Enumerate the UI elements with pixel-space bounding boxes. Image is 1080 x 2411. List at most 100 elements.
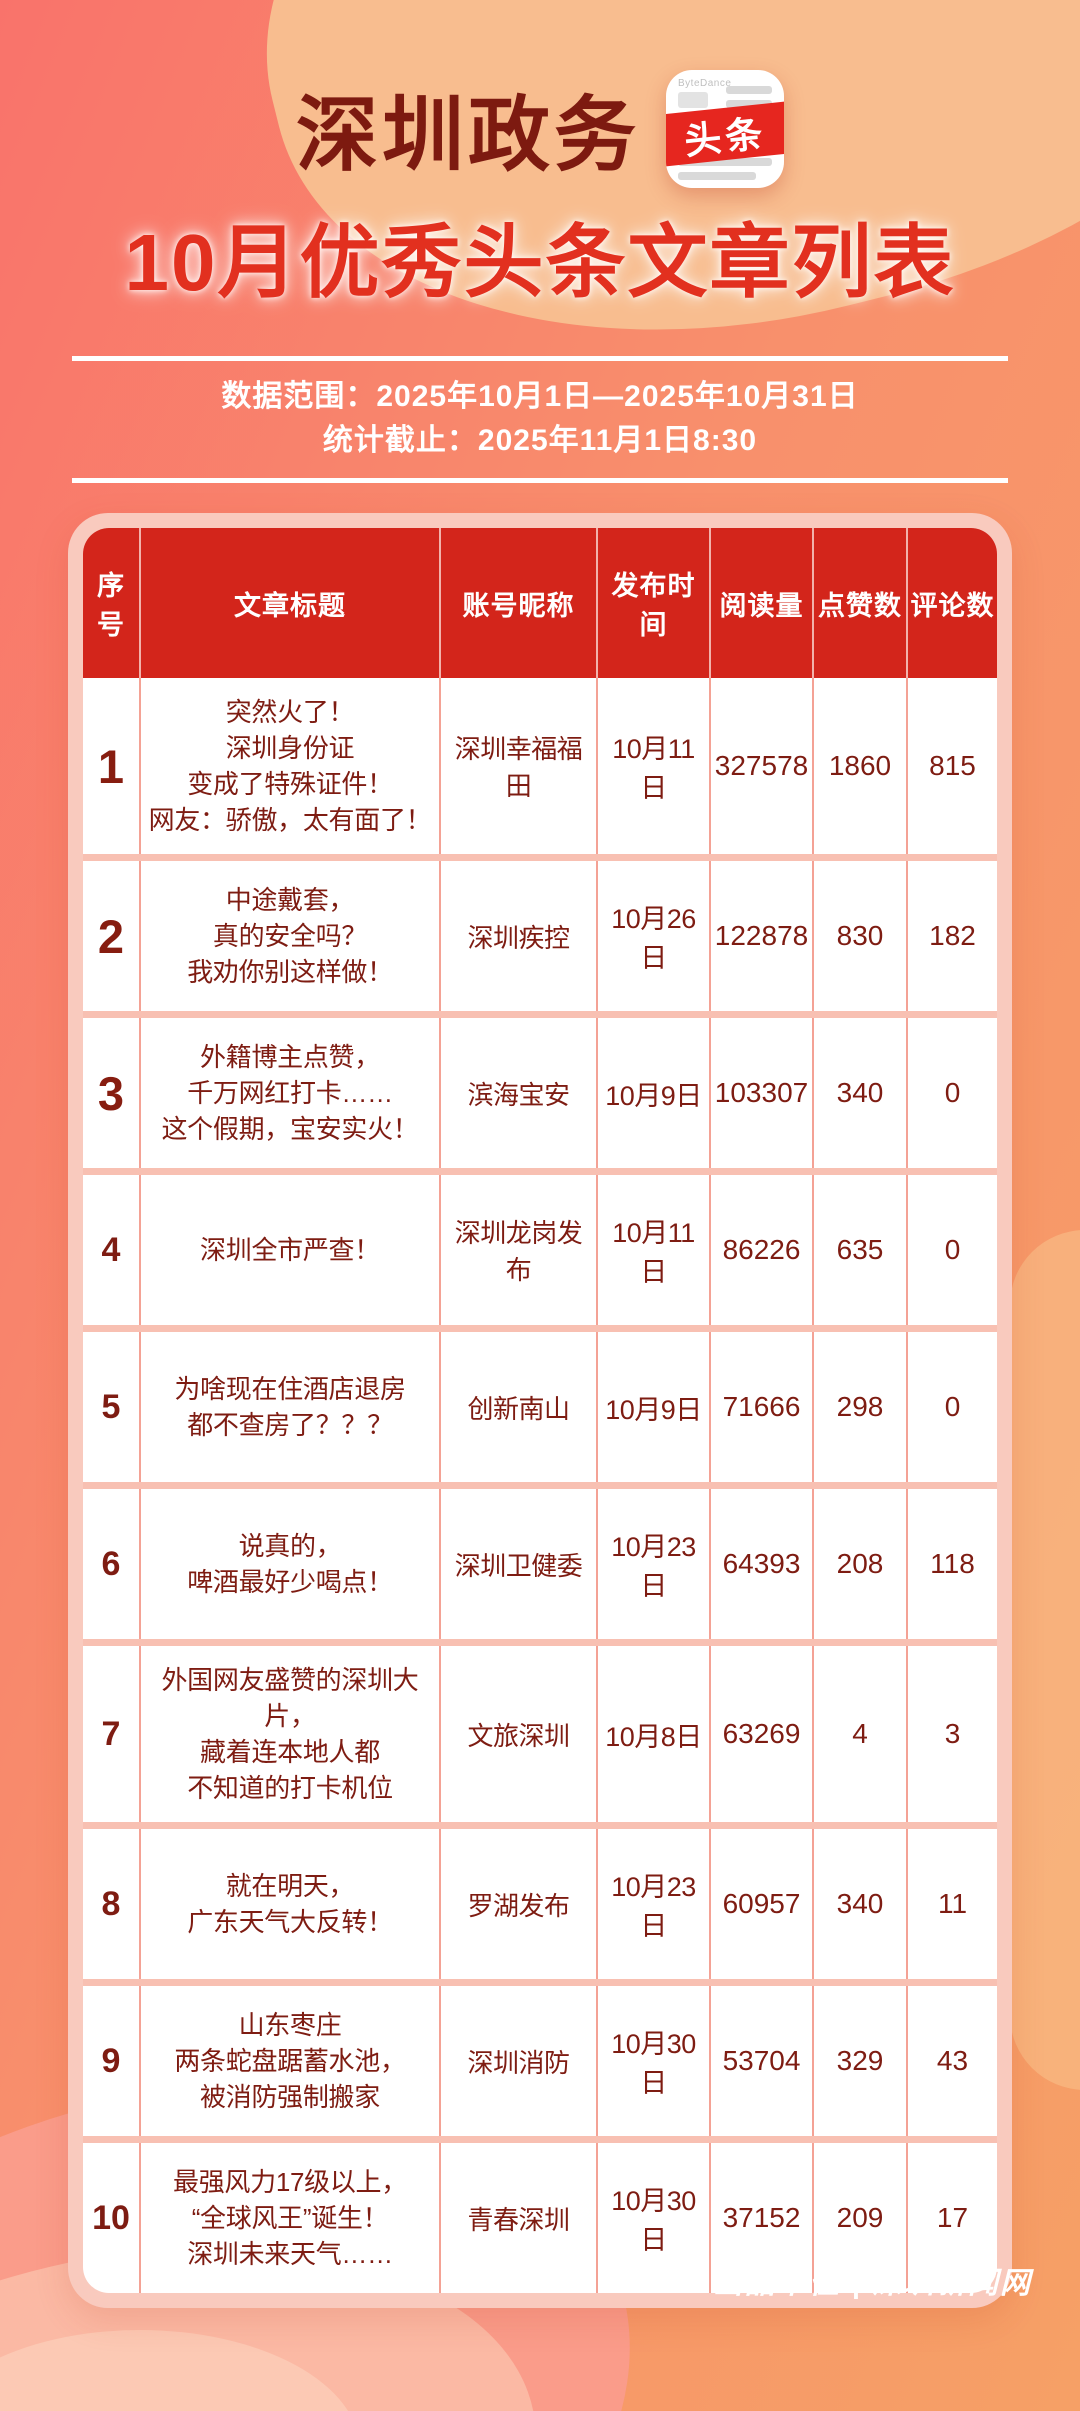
comments-cell: 11 [906, 1829, 997, 1979]
likes-cell: 340 [812, 1018, 906, 1168]
date-cell: 10月8日 [596, 1646, 709, 1822]
account-cell: 深圳卫健委 [439, 1489, 596, 1639]
column-header-date: 发布时间 [596, 528, 709, 678]
reads-cell: 53704 [709, 1986, 812, 2136]
article-title-cell: 说真的， 啤酒最好少喝点！ [139, 1489, 439, 1639]
comments-cell: 182 [906, 861, 997, 1011]
rank-cell: 8 [101, 1884, 121, 1923]
account-cell: 文旅深圳 [439, 1646, 596, 1822]
article-title-cell: 就在明天， 广东天气大反转！ [139, 1829, 439, 1979]
account-cell: 罗湖发布 [439, 1829, 596, 1979]
date-cell: 10月11日 [596, 1175, 709, 1325]
article-title-line: 广东天气大反转！ [187, 1907, 393, 1937]
rank-cell: 3 [97, 1066, 125, 1120]
article-title-line: 变成了特殊证件！ [187, 769, 393, 799]
date-cell: 10月30日 [596, 1986, 709, 2136]
table-row: 5 为啥现在住酒店退房 都不查房了？？？ 创新南山 10月9日 71666 298 0 [83, 1325, 997, 1482]
likes-cell: 298 [812, 1332, 906, 1482]
table-row: 4 深圳全市严查！ 深圳龙岗发布 10月11日 86226 635 0 [83, 1168, 997, 1325]
reads-cell: 103307 [709, 1018, 812, 1168]
rank-cell: 1 [97, 739, 125, 793]
date-cell: 10月30日 [596, 2143, 709, 2293]
comments-cell: 118 [906, 1489, 997, 1639]
comments-cell: 0 [906, 1175, 997, 1325]
article-title-line: 都不查房了？？？ [187, 1410, 393, 1440]
date-cell: 10月9日 [596, 1018, 709, 1168]
article-title-cell: 为啥现在住酒店退房 都不查房了？？？ [139, 1332, 439, 1482]
account-cell: 创新南山 [439, 1332, 596, 1482]
article-title-cell: 最强风力17级以上， “全球风王”诞生！ 深圳未来天气…… [139, 2143, 439, 2293]
likes-cell: 340 [812, 1829, 906, 1979]
article-title-line: 就在明天， [225, 1871, 355, 1901]
table-header-row: 序号 文章标题 账号昵称 发布时间 阅读量 点赞数 评论数 [83, 528, 997, 678]
meta-data-range: 数据范围：2025年10月1日—2025年10月31日 [221, 380, 859, 413]
article-title-line: 外国网友盛赞的深圳大片， [161, 1665, 419, 1731]
rank-cell: 5 [101, 1387, 121, 1426]
table-row: 1 突然火了！ 深圳身份证 变成了特殊证件！ 网友：骄傲，太有面了！ 深圳幸福福田 10月1… [83, 678, 997, 854]
article-title-cell: 深圳全市严查！ [139, 1175, 439, 1325]
page-title: 10月优秀头条文章列表 [124, 218, 956, 307]
comments-cell: 3 [906, 1646, 997, 1822]
article-title-line: 说真的， [238, 1531, 342, 1561]
date-cell: 10月23日 [596, 1489, 709, 1639]
table-row: 7 外国网友盛赞的深圳大片， 藏着连本地人都 不知道的打卡机位 文旅深圳 10月8日 632… [83, 1639, 997, 1822]
rank-cell: 9 [101, 2041, 121, 2080]
article-title-cell: 外国网友盛赞的深圳大片， 藏着连本地人都 不知道的打卡机位 [139, 1646, 439, 1822]
article-title-line: 山东枣庄 [238, 2010, 342, 2040]
article-title-line: 突然火了！ [225, 697, 355, 727]
article-title-line: 最强风力17级以上， [173, 2167, 407, 2197]
reads-cell: 327578 [709, 678, 812, 854]
article-title-cell: 山东枣庄两条蛇盘踞蓄水池， 被消防强制搬家 [139, 1986, 439, 2136]
brand-title: 深圳政务 [295, 89, 640, 181]
bytedance-byline: ByteDance [678, 78, 732, 89]
likes-cell: 209 [812, 2143, 906, 2293]
article-title-line: 我劝你别这样做！ [187, 957, 393, 987]
comments-cell: 815 [906, 678, 997, 854]
article-title-line: 网友：骄傲，太有面了！ [148, 805, 432, 835]
reads-cell: 122878 [709, 861, 812, 1011]
newspaper-image-block [678, 92, 708, 108]
article-title-cell: 突然火了！ 深圳身份证 变成了特殊证件！ 网友：骄傲，太有面了！ [139, 678, 439, 854]
newspaper-line [678, 158, 772, 166]
comments-cell: 0 [906, 1332, 997, 1482]
rank-cell: 2 [97, 909, 125, 963]
reads-cell: 64393 [709, 1489, 812, 1639]
comments-cell: 43 [906, 1986, 997, 2136]
article-title-cell: 中途戴套， 真的安全吗？ 我劝你别这样做！ [139, 861, 439, 1011]
account-cell: 青春深圳 [439, 2143, 596, 2293]
meta-stat-cutoff: 统计截止：2025年11月1日8:30 [322, 423, 758, 457]
article-title-line: 两条蛇盘踞蓄水池， [174, 2046, 406, 2076]
rank-cell: 10 [92, 2198, 130, 2237]
likes-cell: 208 [812, 1489, 906, 1639]
article-title-line: 深圳全市严查！ [200, 1235, 380, 1265]
rank-cell: 6 [101, 1544, 121, 1583]
article-title-line: “全球风王”诞生！ [191, 2203, 389, 2233]
meta-banner: 数据范围：2025年10月1日—2025年10月31日 统计截止：2025年11… [72, 356, 1008, 483]
article-title-line: 为啥现在住酒店退房 [174, 1374, 406, 1404]
article-title-line: 千万网红打卡…… [187, 1078, 393, 1108]
reads-cell: 86226 [709, 1175, 812, 1325]
article-title-line: 被消防强制搬家 [200, 2082, 380, 2112]
table-row: 10 最强风力17级以上， “全球风王”诞生！ 深圳未来天气…… 青春深圳 10月30日 3… [83, 2136, 997, 2293]
likes-cell: 635 [812, 1175, 906, 1325]
reads-cell: 71666 [709, 1332, 812, 1482]
rank-cell: 4 [101, 1230, 121, 1269]
toutiao-ribbon-label: 头条 [682, 112, 769, 163]
account-cell: 滨海宝安 [439, 1018, 596, 1168]
likes-cell: 1860 [812, 678, 906, 854]
table-row: 8 就在明天， 广东天气大反转！ 罗湖发布 10月23日 60957 340 11 [83, 1822, 997, 1979]
column-header-likes: 点赞数 [812, 528, 906, 678]
column-header-reads: 阅读量 [709, 528, 812, 678]
newspaper-line [726, 100, 772, 108]
date-cell: 10月26日 [596, 861, 709, 1011]
table-row: 2 中途戴套， 真的安全吗？ 我劝你别这样做！ 深圳疾控 10月26日 122878 830 1… [83, 854, 997, 1011]
account-cell: 深圳幸福福田 [439, 678, 596, 854]
account-cell: 深圳龙岗发布 [439, 1175, 596, 1325]
likes-cell: 4 [812, 1646, 906, 1822]
newspaper-line [678, 172, 756, 180]
article-title-line: 深圳未来天气…… [187, 2239, 393, 2269]
likes-cell: 329 [812, 1986, 906, 2136]
table-row: 9 山东枣庄 两条蛇盘踞蓄水池， 被消防强制搬家 深圳消防 10月30日 53704 329 4… [83, 1979, 997, 2136]
column-header-comments: 评论数 [906, 528, 997, 678]
column-header-rank: 序号 [97, 571, 125, 640]
